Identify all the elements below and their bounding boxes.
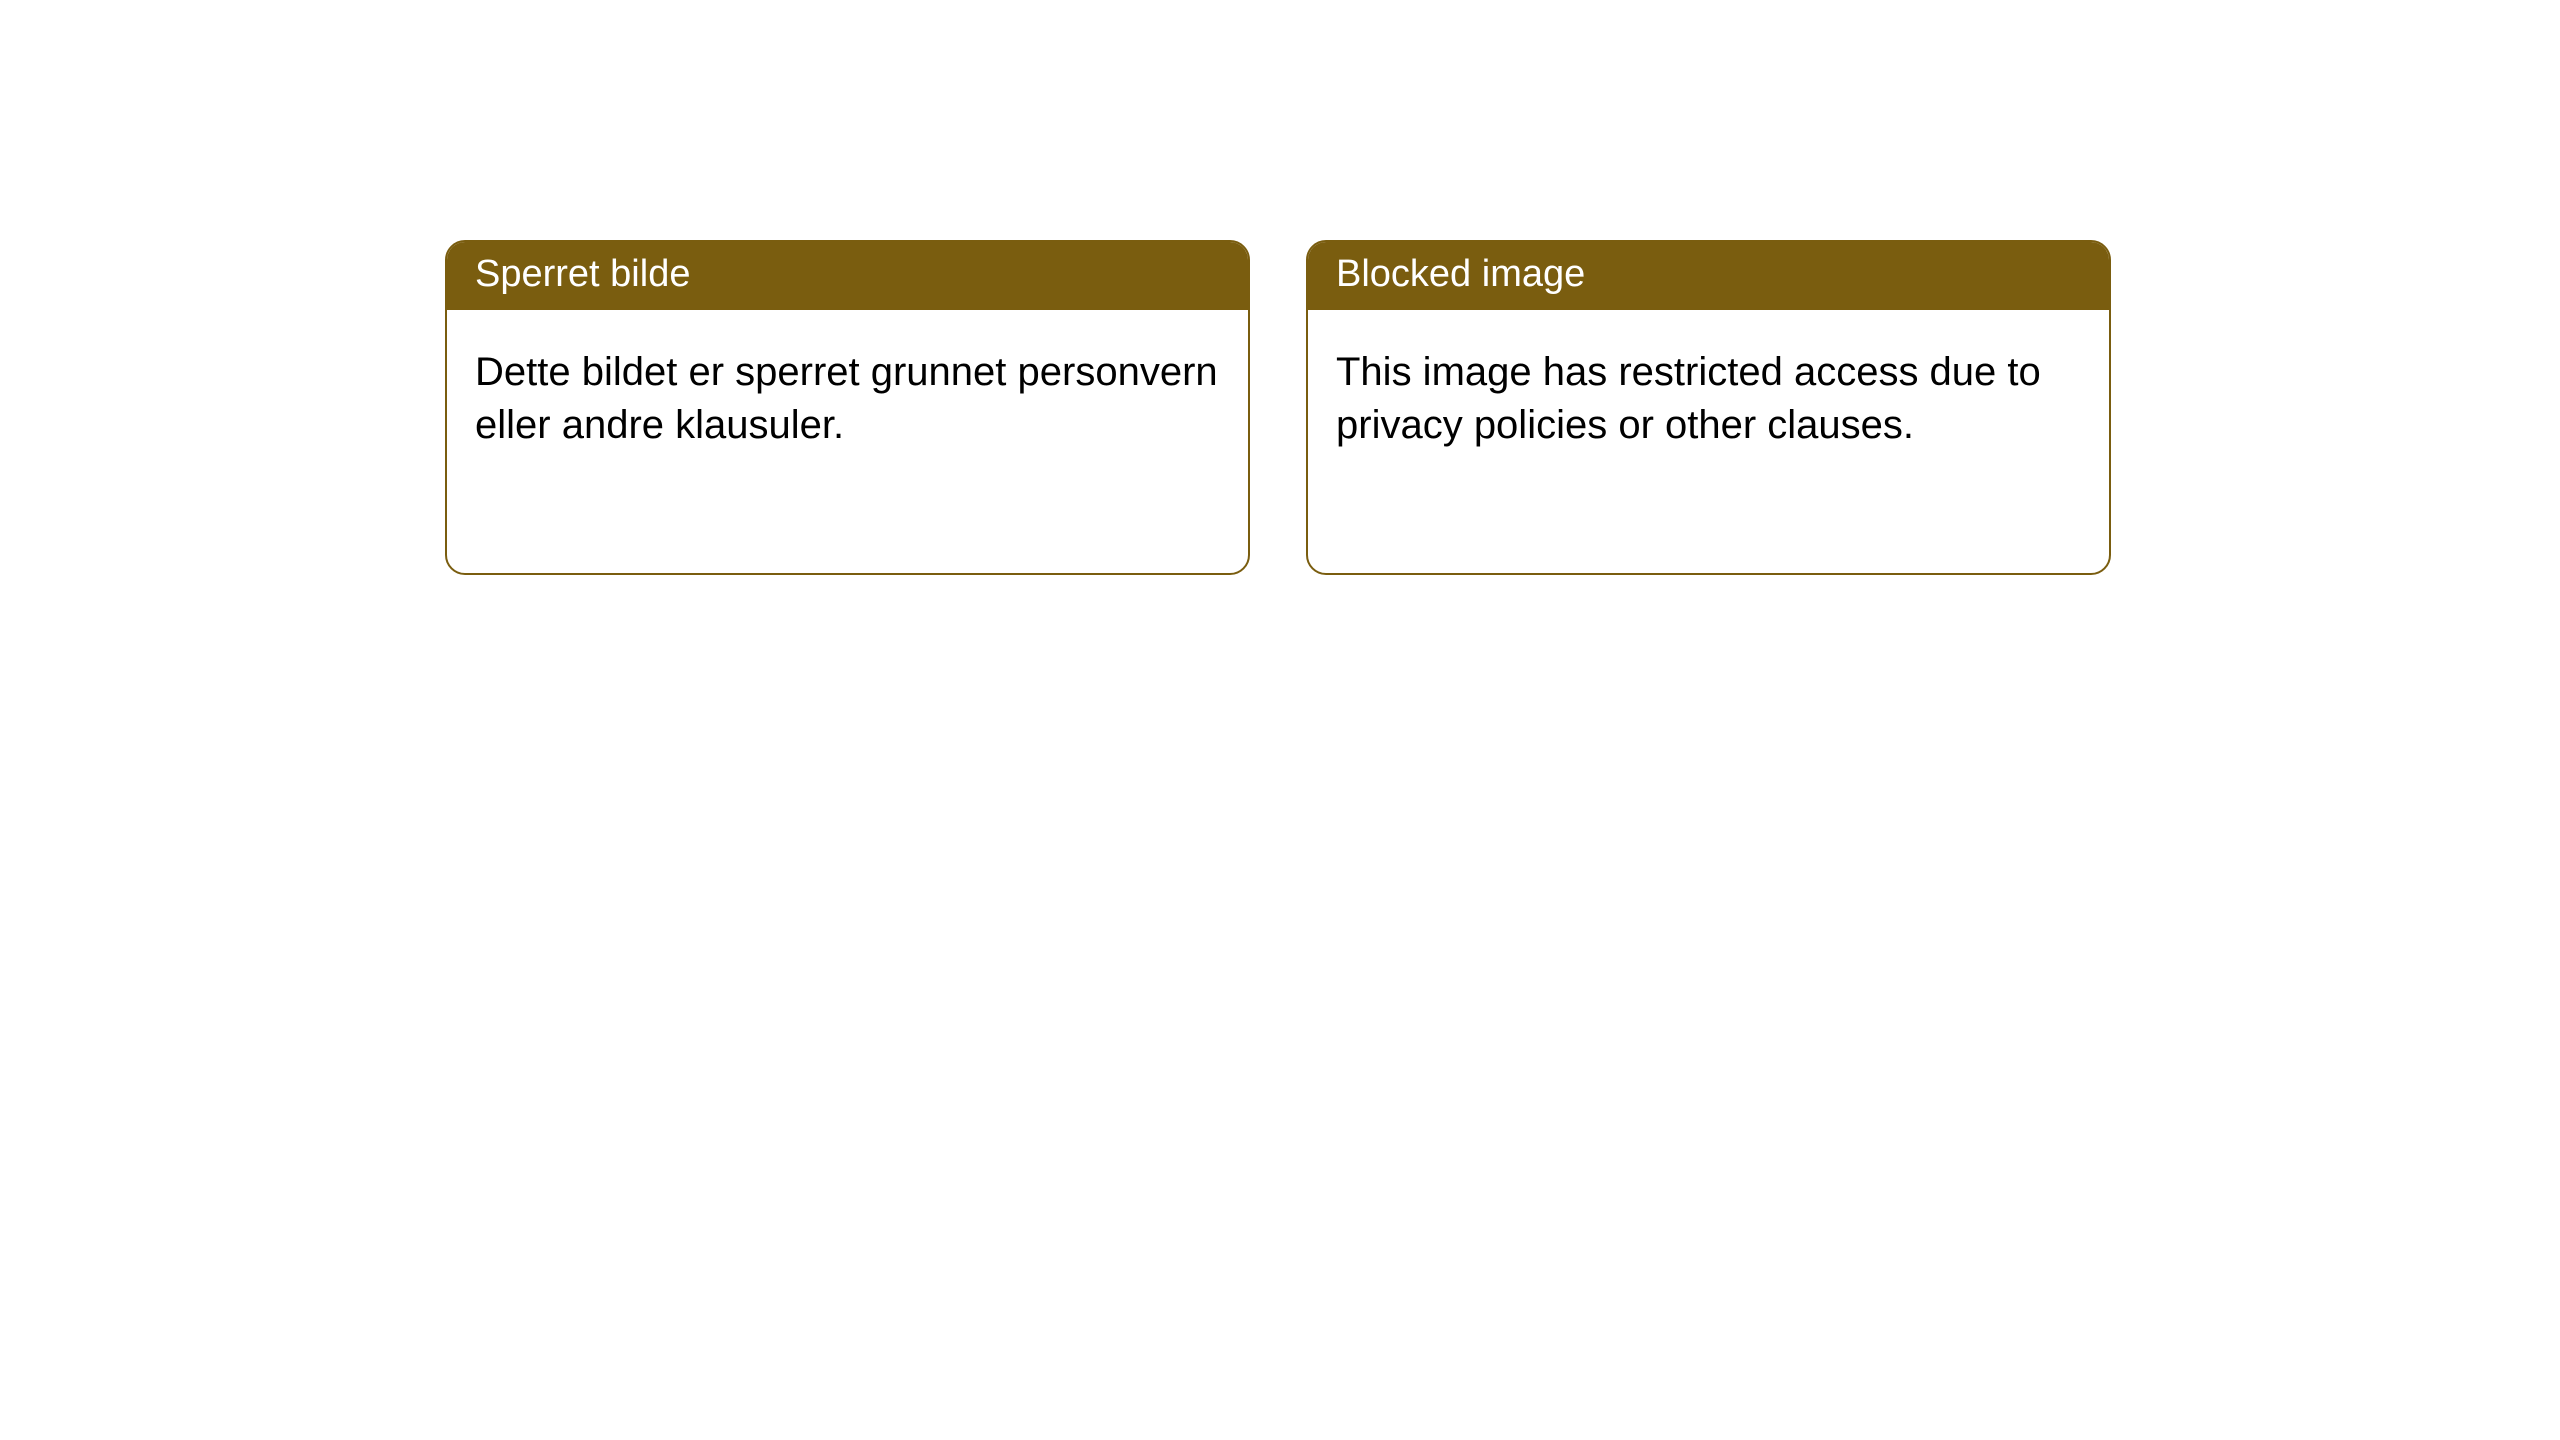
blocked-image-card-norwegian: Sperret bilde Dette bildet er sperret gr… xyxy=(445,240,1250,575)
card-title-english: Blocked image xyxy=(1336,253,1585,295)
card-header-english: Blocked image xyxy=(1308,242,2109,310)
card-title-norwegian: Sperret bilde xyxy=(475,253,690,295)
notice-container: Sperret bilde Dette bildet er sperret gr… xyxy=(0,0,2560,575)
card-message-english: This image has restricted access due to … xyxy=(1336,350,2041,447)
card-body-norwegian: Dette bildet er sperret grunnet personve… xyxy=(447,310,1248,488)
card-message-norwegian: Dette bildet er sperret grunnet personve… xyxy=(475,350,1218,447)
blocked-image-card-english: Blocked image This image has restricted … xyxy=(1306,240,2111,575)
card-header-norwegian: Sperret bilde xyxy=(447,242,1248,310)
card-body-english: This image has restricted access due to … xyxy=(1308,310,2109,488)
